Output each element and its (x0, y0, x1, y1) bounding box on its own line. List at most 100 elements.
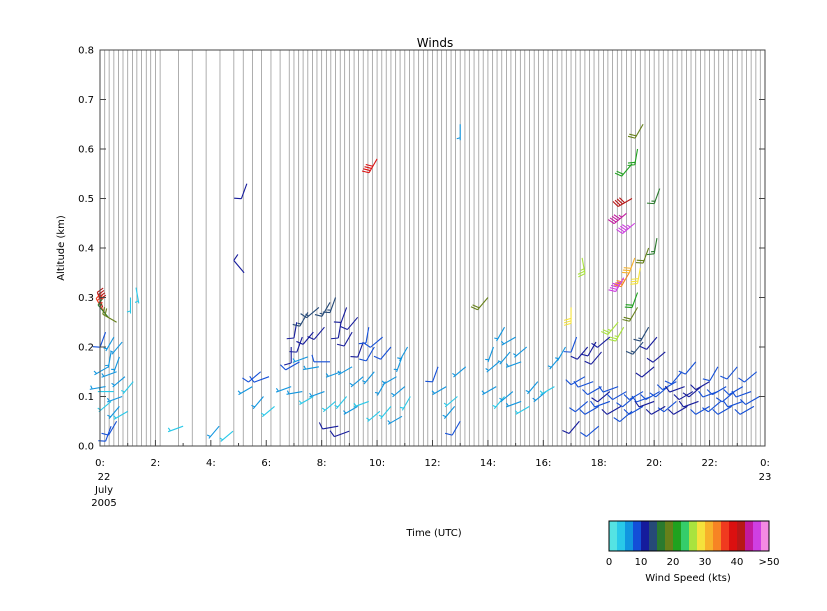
wind-barb (89, 385, 106, 390)
wind-barb (106, 395, 123, 403)
wind-barb (126, 297, 132, 314)
start-date-line: 22 (98, 472, 111, 483)
x-tick-label: 4: (206, 458, 216, 469)
wind-barb (322, 297, 337, 314)
wind-barb (608, 277, 625, 293)
wind-barb (485, 346, 494, 363)
wind-barb (678, 400, 699, 408)
x-tick-label: 8: (317, 458, 327, 469)
wind-barb (103, 336, 115, 352)
wind-barb (113, 410, 128, 420)
wind-barb (664, 385, 685, 393)
wind-barb (635, 247, 650, 264)
wind-barb (167, 425, 184, 433)
wind-barb (731, 390, 752, 398)
wind-barb (366, 410, 381, 423)
wind-barb (481, 386, 497, 396)
colorbar-tick-label: 40 (731, 557, 744, 568)
wind-barb (425, 366, 439, 383)
wind-barb (712, 405, 733, 415)
wind-barb (361, 158, 378, 174)
wind-barb (101, 371, 117, 378)
wind-barb (625, 341, 644, 355)
wind-barb (92, 331, 107, 348)
wind-barb (606, 391, 627, 401)
wind-barb (612, 197, 633, 207)
wind-barb (378, 406, 392, 420)
colorbar-swatch (745, 521, 754, 551)
wind-barb (563, 307, 572, 326)
wind-barb (634, 400, 655, 408)
wind-barb (289, 336, 303, 353)
wind-barb (109, 341, 123, 355)
wind-barb (275, 386, 292, 393)
wind-barb (321, 401, 336, 413)
wind-barb (93, 366, 109, 376)
x-tick-label: 16: (535, 458, 551, 469)
wind-barb (723, 400, 744, 408)
y-tick-label: 0.0 (78, 442, 94, 453)
x-tick-label: 0: (95, 458, 105, 469)
wind-barb (630, 267, 641, 285)
colorbar-swatch (657, 521, 666, 551)
wind-barb (627, 123, 644, 139)
wind-barb (311, 354, 330, 363)
wind-barb (633, 326, 650, 342)
colorbar-swatch (753, 521, 762, 551)
wind-barb (739, 396, 760, 405)
wind-barb (573, 380, 594, 388)
wind-barb (645, 405, 666, 415)
wind-barb (292, 356, 309, 363)
x-axis: 0: 2: 4: 6: 8: 10: 12: 14: 16: 18: 20: 22: 0: (95, 440, 770, 469)
wind-barb (499, 391, 514, 403)
wind-barb (111, 376, 126, 388)
y-tick-label: 0.8 (78, 46, 94, 57)
wind-barb (358, 327, 370, 345)
wind-barb (673, 391, 694, 401)
colorbar-tick-label: 20 (667, 557, 680, 568)
colorbar-tick-label: 0 (606, 557, 612, 568)
wind-barb (702, 401, 722, 413)
wind-barb (646, 188, 661, 205)
colorbar-legend: 0 10 20 30 40 >50 (606, 520, 780, 568)
colorbar-swatch (617, 521, 626, 551)
wind-barb (206, 425, 220, 439)
y-tick-label: 0.2 (78, 343, 94, 354)
wind-barb (598, 385, 619, 393)
wind-barb (334, 396, 348, 410)
x-tick-label: 18: (591, 458, 607, 469)
start-date-line: 2005 (91, 498, 116, 509)
wind-barb (616, 222, 636, 234)
wind-barb (608, 326, 625, 342)
profile-gridlines (99, 50, 761, 446)
colorbar-tick-label: >50 (758, 557, 779, 568)
x-axis-label: Time (UTC) (405, 528, 461, 539)
wind-barb (494, 326, 506, 342)
wind-barb (443, 396, 458, 408)
wind-barb (349, 376, 364, 388)
wind-barb (734, 405, 755, 415)
wind-barb (570, 346, 589, 360)
wind-barb (525, 381, 539, 395)
wind-barb (342, 405, 358, 415)
wind-barb (639, 336, 658, 350)
x-tick-label: 20: (646, 458, 662, 469)
wind-barb (233, 254, 245, 274)
wind-barb (242, 371, 262, 383)
wind-barb (318, 422, 339, 430)
y-axis-label: Altitude (km) (56, 215, 67, 281)
wind-barb (562, 420, 580, 435)
wind-barb (121, 381, 134, 395)
colorbar-swatch (665, 521, 674, 551)
start-date-line: July (94, 485, 113, 496)
wind-barb (329, 430, 350, 438)
y-tick-label: 0.7 (78, 95, 94, 106)
wind-barb (340, 316, 359, 331)
wind-barb (500, 336, 516, 346)
wind-barb (621, 257, 636, 274)
x-tick-label: 6: (261, 458, 271, 469)
colorbar-swatch (681, 521, 690, 551)
wind-barb (314, 302, 331, 317)
